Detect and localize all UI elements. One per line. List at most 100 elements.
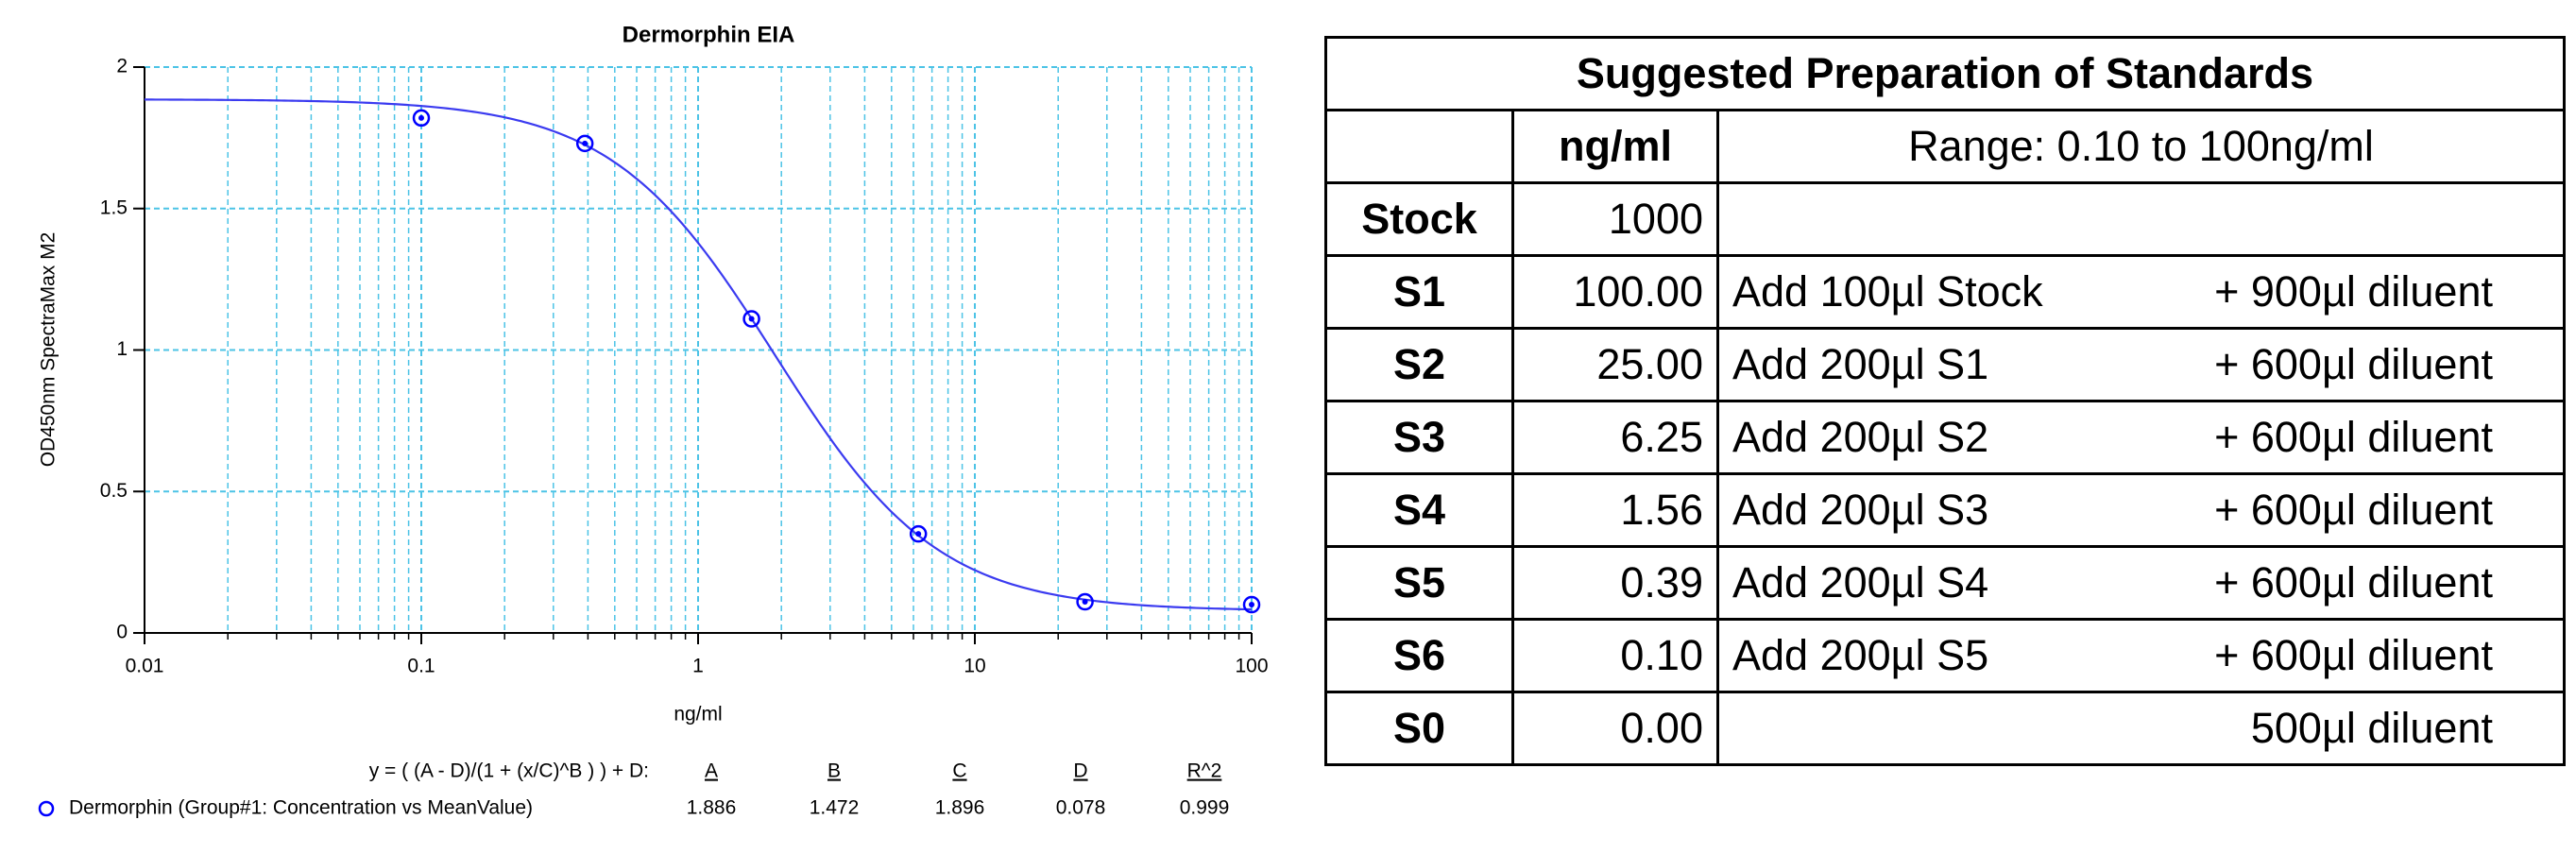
y-axis-label: OD450nm SpectraMax M2: [38, 232, 60, 468]
standard-name: S1: [1324, 254, 1514, 330]
preparation-steps: Add 100µl Stock + 900µl diluent: [1732, 267, 2550, 316]
preparation: Add 200µl S3 + 600µl diluent: [1716, 472, 2566, 548]
standard-row: S4 1.56 Add 200µl S3 + 600µl diluent: [1324, 472, 2566, 548]
standard-name: S2: [1324, 327, 1514, 402]
concentration: 0.00: [1511, 691, 1719, 766]
marker-ring: [412, 109, 431, 128]
range-header: Range: 0.10 to 100ng/ml: [1716, 109, 2566, 184]
standard-row: S2 25.00 Add 200µl S1 + 600µl diluent: [1324, 327, 2566, 402]
x-tick-label: 10: [964, 656, 985, 677]
concentration: 1.56: [1511, 472, 1719, 548]
concentration: 100.00: [1511, 254, 1719, 330]
table-title: Suggested Preparation of Standards: [1324, 36, 2566, 111]
x-axis-label: ng/ml: [674, 704, 722, 726]
marker-ring: [1242, 595, 1261, 614]
chart: Dermorphin EIA ng/ml OD450nm SpectraMax …: [38, 22, 1269, 819]
diluent-text: + 600µl diluent: [2214, 558, 2493, 606]
step-text: Add 200µl S4: [1732, 558, 1989, 606]
fit-value: 1.886: [687, 797, 737, 819]
standard-row: S5 0.39 Add 200µl S4 + 600µl diluent: [1324, 545, 2566, 621]
fit-value: 0.078: [1056, 797, 1106, 819]
fit-header: A: [705, 760, 718, 782]
standard-row: S6 0.10 Add 200µl S5 + 600µl diluent: [1324, 618, 2566, 693]
marker-dot: [915, 531, 922, 538]
diluent-text: + 600µl diluent: [2214, 631, 2493, 679]
legend-label: Dermorphin (Group#1: Concentration vs Me…: [69, 797, 533, 819]
fit-header: R^2: [1187, 760, 1222, 782]
y-tick-label: 1: [116, 338, 128, 360]
step-text: Add 200µl S2: [1732, 413, 1989, 461]
preparation-steps: Add 200µl S3 + 600µl diluent: [1732, 486, 2550, 535]
preparation: Add 100µl Stock + 900µl diluent: [1716, 254, 2566, 330]
standard-name: S4: [1324, 472, 1514, 548]
standard-name: S0: [1324, 691, 1514, 766]
diluent-text: + 600µl diluent: [2214, 413, 2493, 461]
standard-row: S0 0.00 500µl diluent: [1324, 691, 2566, 766]
fit-header: C: [952, 760, 966, 782]
step-text: Add 200µl S3: [1732, 486, 1989, 534]
data-point: [1242, 595, 1261, 614]
x-tick-label: 0.1: [407, 656, 435, 677]
preparation-steps: Add 200µl S2 + 600µl diluent: [1732, 413, 2550, 462]
diluent-text: + 600µl diluent: [2214, 486, 2493, 534]
diluent-text: + 900µl diluent: [2214, 267, 2493, 316]
legend-marker: [38, 800, 55, 817]
preparation: [1716, 181, 2566, 257]
marker-dot: [582, 140, 589, 146]
data-point: [575, 134, 594, 153]
standard-name: Stock: [1324, 181, 1514, 257]
marker-dot: [418, 114, 424, 121]
preparation: 500µl diluent: [1716, 691, 2566, 766]
header-row: ng/ml Range: 0.10 to 100ng/ml: [1324, 109, 2566, 184]
x-tick-label: 0.01: [126, 656, 164, 677]
concentration: 1000: [1511, 181, 1719, 257]
empty-cell: [1324, 109, 1514, 184]
preparation: Add 200µl S4 + 600µl diluent: [1716, 545, 2566, 621]
concentration: 0.10: [1511, 618, 1719, 693]
y-tick-label: 0: [116, 622, 128, 643]
y-tick-label: 2: [116, 56, 128, 77]
standard-name: S3: [1324, 400, 1514, 475]
fit-value: 1.472: [810, 797, 860, 819]
preparation: Add 200µl S5 + 600µl diluent: [1716, 618, 2566, 693]
diluent-text: 500µl diluent: [2250, 704, 2493, 752]
fit-value: 0.999: [1180, 797, 1230, 819]
title-row: Suggested Preparation of Standards: [1324, 36, 2566, 111]
diluent-text: + 600µl diluent: [2214, 340, 2493, 388]
marker-ring: [909, 524, 928, 543]
preparation-steps: 500µl diluent: [1732, 704, 2550, 753]
standard-row: S3 6.25 Add 200µl S2 + 600µl diluent: [1324, 400, 2566, 475]
concentration: 25.00: [1511, 327, 1719, 402]
data-point: [1076, 592, 1094, 611]
preparation: Add 200µl S2 + 600µl diluent: [1716, 400, 2566, 475]
marker-dot: [748, 316, 755, 322]
standard-row: Stock 1000: [1324, 181, 2566, 257]
marker-ring: [742, 310, 760, 328]
marker-dot: [1249, 602, 1254, 608]
preparation-steps: Add 200µl S5 + 600µl diluent: [1732, 631, 2550, 680]
y-tick-label: 0.5: [100, 480, 128, 502]
preparation-steps: Add 200µl S1 + 600µl diluent: [1732, 340, 2550, 389]
data-point: [742, 310, 760, 328]
concentration: 0.39: [1511, 545, 1719, 621]
standard-row: S1 100.00 Add 100µl Stock + 900µl diluent: [1324, 254, 2566, 330]
concentration: 6.25: [1511, 400, 1719, 475]
standard-name: S5: [1324, 545, 1514, 621]
y-tick-label: 1.5: [100, 196, 128, 218]
preparation: Add 200µl S1 + 600µl diluent: [1716, 327, 2566, 402]
preparation-steps: Add 200µl S4 + 600µl diluent: [1732, 558, 2550, 607]
x-tick-label: 1: [692, 656, 704, 677]
fit-header: D: [1073, 760, 1087, 782]
x-tick-label: 100: [1235, 656, 1268, 677]
marker-ring: [1076, 592, 1094, 611]
data-point: [412, 109, 431, 128]
unit-header: ng/ml: [1511, 109, 1719, 184]
standard-name: S6: [1324, 618, 1514, 693]
step-text: Add 200µl S5: [1732, 631, 1989, 679]
fit-equation: y = ( (A - D)/(1 + (x/C)^B ) ) + D:: [369, 760, 649, 782]
step-text: Add 200µl S1: [1732, 340, 1989, 388]
data-point: [909, 524, 928, 543]
step-text: Add 100µl Stock: [1732, 267, 2043, 316]
marker-ring: [575, 134, 594, 153]
